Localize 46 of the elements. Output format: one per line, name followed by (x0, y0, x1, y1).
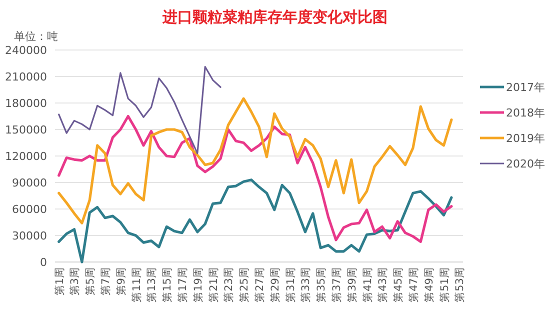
y-tick-label: 30000 (12, 230, 47, 242)
x-tick-label: 第17周 (177, 267, 190, 302)
y-tick-label: 90000 (12, 176, 47, 190)
x-tick-label: 第47周 (408, 267, 420, 302)
y-tick-label: 0 (40, 256, 47, 269)
x-tick-label: 第7周 (100, 267, 112, 296)
x-tick-label: 第23周 (223, 267, 236, 302)
x-tick-label: 第3周 (69, 267, 82, 296)
y-tick-label: 240000 (5, 44, 47, 57)
legend-label: 2017年 (506, 81, 545, 94)
x-tick-label: 第21周 (208, 267, 220, 302)
x-tick-label: 第33周 (300, 267, 312, 302)
y-tick-label: 60000 (12, 203, 47, 216)
y-tick-label: 120000 (5, 150, 47, 163)
x-tick-label: 第53周 (454, 267, 466, 302)
legend-label: 2018年 (506, 106, 545, 120)
x-tick-label: 第43周 (377, 267, 390, 302)
line-series (58, 178, 453, 264)
x-tick-label: 第19周 (192, 267, 204, 302)
x-tick-label: 第41周 (362, 267, 374, 302)
chart-title: 进口颗粒菜粕库存年度变化对比图 (162, 8, 388, 26)
x-tick-label: 第1周 (54, 267, 66, 296)
x-tick-label: 第5周 (84, 267, 97, 296)
x-tick-label: 第9周 (115, 267, 128, 296)
x-tick-label: 第39周 (346, 267, 358, 302)
y-tick-label: 180000 (5, 97, 47, 110)
y-tick-label: 210000 (5, 70, 47, 84)
x-tick-label: 第11周 (130, 267, 143, 302)
x-tick-label: 第27周 (254, 267, 266, 302)
line-series (58, 66, 222, 154)
x-tick-label: 第37周 (330, 267, 343, 302)
x-tick-label: 第35周 (316, 267, 328, 302)
x-tick-label: 第13周 (146, 267, 158, 302)
x-tick-label: 第25周 (238, 267, 251, 302)
legend-label: 2020年 (506, 158, 545, 170)
x-tick-label: 第29周 (269, 267, 282, 302)
y-tick-label: 150000 (5, 124, 47, 136)
x-tick-label: 第49周 (423, 267, 436, 302)
legend-label: 2019年 (506, 132, 545, 145)
line-series (58, 114, 453, 243)
x-tick-label: 第51周 (438, 267, 451, 302)
x-tick-label: 第45周 (392, 267, 405, 302)
x-tick-label: 第31周 (284, 267, 297, 302)
x-tick-label: 第15周 (162, 267, 174, 302)
line-series (58, 97, 453, 224)
text: 单位：吨 (14, 30, 58, 43)
